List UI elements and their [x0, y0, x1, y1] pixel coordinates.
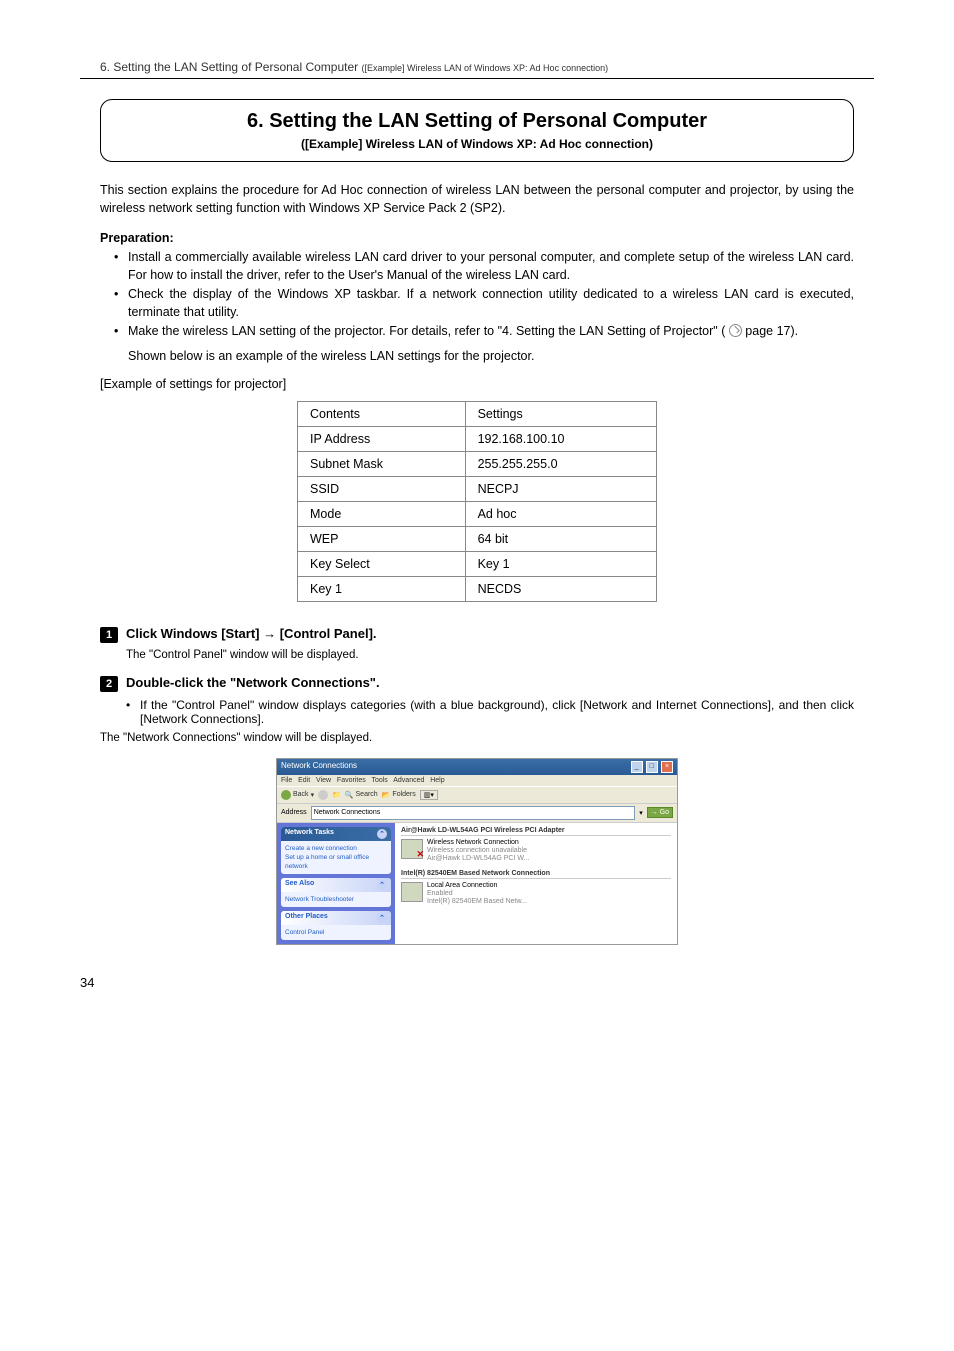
menu-file[interactable]: File [281, 777, 292, 784]
table-row: SSIDNECPJ [298, 476, 657, 501]
prep-bullet-2: Check the display of the Windows XP task… [100, 286, 854, 321]
network-tasks-panel: Network Tasks⌃ Create a new connection S… [281, 827, 391, 874]
chevron-icon: ⌃ [377, 913, 387, 923]
step-2-text: Double-click the "Network Connections". [126, 675, 380, 690]
title-box: 6. Setting the LAN Setting of Personal C… [100, 99, 854, 162]
table-header-row: Contents Settings [298, 401, 657, 426]
table-row: Key 1NECDS [298, 576, 657, 601]
maximize-button[interactable]: □ [646, 761, 658, 773]
preparation-bullets: Install a commercially available wireles… [100, 249, 854, 341]
settings-table: Contents Settings IP Address192.168.100.… [297, 401, 657, 602]
chevron-icon: ⌃ [377, 829, 387, 839]
title-sub: ([Example] Wireless LAN of Windows XP: A… [121, 137, 833, 151]
close-button[interactable]: × [661, 761, 673, 773]
page-number: 34 [80, 975, 874, 990]
page-ref-icon [729, 324, 742, 337]
back-button[interactable]: Back ▾ [281, 790, 314, 800]
window-title: Network Connections [281, 761, 357, 773]
step-1-text: Click Windows [Start] → [Control Panel]. [126, 626, 377, 641]
forward-button[interactable] [318, 790, 328, 800]
prep-bullet-3: Make the wireless LAN setting of the pro… [100, 323, 854, 341]
screenshot-container: Network Connections _ □ × File Edit View… [80, 758, 874, 945]
menu-favorites[interactable]: Favorites [337, 777, 366, 784]
group-heading: Intel(R) 82540EM Based Network Connectio… [401, 870, 671, 879]
window-buttons: _ □ × [630, 761, 673, 773]
panel-head[interactable]: Network Tasks⌃ [281, 827, 391, 841]
menu-bar[interactable]: File Edit View Favorites Tools Advanced … [277, 775, 677, 786]
address-dropdown[interactable]: ▾ [639, 809, 643, 817]
step-1-note: The "Control Panel" window will be displ… [126, 649, 854, 661]
table-row: Key SelectKey 1 [298, 551, 657, 576]
example-caption: [Example of settings for projector] [100, 377, 854, 391]
prep-bullet-1: Install a commercially available wireles… [100, 249, 854, 284]
step-1: 1 Click Windows [Start] → [Control Panel… [100, 626, 854, 643]
header-context: ([Example] Wireless LAN of Windows XP: A… [362, 63, 609, 73]
panel-head[interactable]: Other Places⌃ [281, 911, 391, 925]
table-row: WEP64 bit [298, 526, 657, 551]
network-icon [401, 882, 423, 902]
sidebar-link[interactable]: Network Troubleshooter [285, 895, 387, 904]
search-button[interactable]: 🔍 Search [345, 791, 378, 799]
running-header: 6. Setting the LAN Setting of Personal C… [80, 60, 874, 79]
main-pane: Air@Hawk LD-WL54AG PCI Wireless PCI Adap… [395, 823, 677, 944]
menu-view[interactable]: View [316, 777, 331, 784]
menu-help[interactable]: Help [430, 777, 444, 784]
network-icon [401, 839, 423, 859]
up-button[interactable]: 📁 [332, 791, 341, 799]
lan-connection-item[interactable]: Local Area Connection Enabled Intel(R) 8… [401, 882, 671, 907]
step-number-badge: 1 [100, 627, 118, 643]
title-main: 6. Setting the LAN Setting of Personal C… [121, 110, 833, 133]
views-button[interactable]: ▥▾ [420, 790, 438, 800]
step-2-note: The "Network Connections" window will be… [100, 732, 854, 744]
menu-advanced[interactable]: Advanced [393, 777, 424, 784]
step-2-bullet: If the "Control Panel" window displays c… [126, 698, 854, 726]
group-heading: Air@Hawk LD-WL54AG PCI Wireless PCI Adap… [401, 827, 671, 836]
address-input[interactable] [311, 806, 636, 820]
intro-paragraph: This section explains the procedure for … [100, 182, 854, 217]
other-places-panel: Other Places⌃ Control Panel [281, 911, 391, 940]
menu-tools[interactable]: Tools [371, 777, 387, 784]
step-2: 2 Double-click the "Network Connections"… [100, 675, 854, 692]
preparation-heading: Preparation: [100, 231, 854, 245]
table-col-settings: Settings [465, 401, 656, 426]
table-row: Subnet Mask255.255.255.0 [298, 451, 657, 476]
address-bar: Address ▾ → Go [277, 804, 677, 823]
table-col-contents: Contents [298, 401, 466, 426]
folders-button[interactable]: 📂 Folders [382, 791, 416, 799]
go-button[interactable]: → Go [647, 807, 673, 818]
table-row: ModeAd hoc [298, 501, 657, 526]
sidebar-link[interactable]: Set up a home or small office network [285, 853, 387, 871]
step-number-badge: 2 [100, 676, 118, 692]
menu-edit[interactable]: Edit [298, 777, 310, 784]
address-label: Address [281, 809, 307, 816]
sidebar-link[interactable]: Control Panel [285, 928, 387, 937]
see-also-panel: See Also⌃ Network Troubleshooter [281, 878, 391, 907]
minimize-button[interactable]: _ [631, 761, 643, 773]
table-row: IP Address192.168.100.10 [298, 426, 657, 451]
sidebar: Network Tasks⌃ Create a new connection S… [277, 823, 395, 944]
panel-head[interactable]: See Also⌃ [281, 878, 391, 892]
toolbar: Back ▾ 📁 🔍 Search 📂 Folders ▥▾ [277, 786, 677, 804]
shown-below-text: Shown below is an example of the wireles… [128, 349, 854, 363]
chevron-icon: ⌃ [377, 880, 387, 890]
network-connections-window: Network Connections _ □ × File Edit View… [276, 758, 678, 945]
window-titlebar[interactable]: Network Connections _ □ × [277, 759, 677, 775]
header-section: 6. Setting the LAN Setting of Personal C… [100, 60, 358, 74]
wireless-connection-item[interactable]: Wireless Network Connection Wireless con… [401, 839, 671, 864]
sidebar-link[interactable]: Create a new connection [285, 844, 387, 853]
